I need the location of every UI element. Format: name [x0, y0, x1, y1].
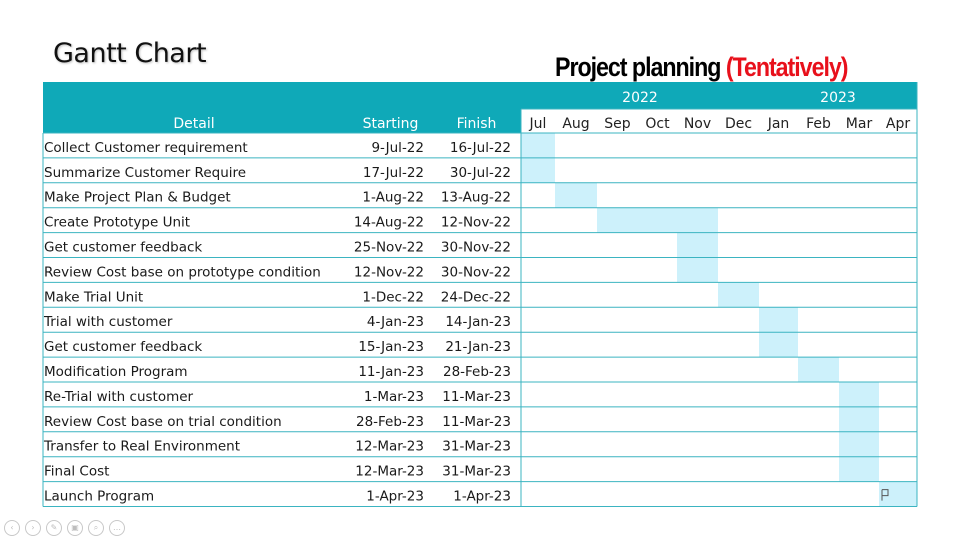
task-finish: 30-Nov-22 — [441, 240, 511, 256]
more-icon[interactable]: … — [109, 520, 125, 536]
gantt-bar-mar — [839, 406, 879, 432]
task-finish: 31-Mar-23 — [442, 439, 511, 455]
gantt-bar-jan — [759, 307, 798, 333]
gantt-bar-sep — [597, 207, 638, 233]
finish-header: Finish — [457, 116, 497, 132]
task-finish: 30-Jul-22 — [450, 165, 511, 181]
year-label: 2023 — [820, 90, 856, 106]
task-start: 1-Mar-23 — [364, 389, 424, 405]
slide-title: Gantt Chart — [53, 38, 207, 69]
task-detail: Review Cost base on prototype condition — [44, 264, 321, 280]
task-detail: Make Project Plan & Budget — [44, 190, 231, 206]
task-detail: Transfer to Real Environment — [43, 439, 240, 455]
task-start: 17-Jul-22 — [363, 165, 424, 181]
task-detail: Re-Trial with customer — [44, 389, 194, 405]
month-label-jan: Jan — [767, 116, 790, 132]
task-detail: Get customer feedback — [44, 339, 202, 355]
starting-header: Starting — [363, 116, 419, 132]
milestone-flag-icon — [881, 489, 889, 501]
task-start: 12-Mar-23 — [355, 439, 424, 455]
task-finish: 12-Nov-22 — [441, 215, 511, 231]
gantt-bar-nov — [677, 257, 718, 283]
task-detail: Collect Customer requirement — [44, 140, 248, 156]
task-detail: Review Cost base on trial condition — [44, 414, 282, 430]
month-label-jul: Jul — [529, 116, 547, 132]
task-finish: 11-Mar-23 — [442, 389, 511, 405]
slide-nav-bar: ‹ › ✎ ▣ ⌕ … — [4, 520, 125, 536]
gantt-bar-mar — [839, 431, 879, 457]
task-finish: 11-Mar-23 — [442, 414, 511, 430]
task-finish: 16-Jul-22 — [450, 140, 511, 156]
slides-icon[interactable]: ▣ — [67, 520, 83, 536]
header-band-year — [521, 82, 917, 109]
task-detail: Final Cost — [44, 464, 109, 480]
task-finish: 13-Aug-22 — [441, 190, 511, 206]
month-label-oct: Oct — [645, 116, 670, 132]
task-finish: 24-Dec-22 — [441, 289, 511, 305]
task-start: 1-Dec-22 — [362, 289, 424, 305]
headline-accent: (Tentatively) — [725, 52, 849, 82]
task-start: 12-Mar-23 — [355, 464, 424, 480]
task-start: 1-Aug-22 — [362, 190, 424, 206]
month-label-nov: Nov — [684, 116, 711, 132]
task-detail: Launch Program — [44, 489, 154, 505]
month-label-apr: Apr — [886, 116, 910, 132]
month-label-mar: Mar — [846, 116, 873, 132]
task-start: 25-Nov-22 — [354, 240, 424, 256]
month-label-dec: Dec — [725, 116, 752, 132]
task-detail: Make Trial Unit — [44, 289, 143, 305]
gantt-bar-mar — [839, 382, 879, 407]
task-detail: Modification Program — [44, 364, 188, 380]
gantt-bar-nov — [677, 232, 718, 258]
task-start: 14-Aug-22 — [354, 215, 424, 231]
prev-icon[interactable]: ‹ — [4, 520, 20, 536]
task-start: 12-Nov-22 — [354, 264, 424, 280]
task-detail: Trial with customer — [43, 314, 173, 330]
gantt-bar-jul — [521, 157, 555, 183]
gantt-bar-jul — [521, 133, 555, 158]
task-finish: 28-Feb-23 — [443, 364, 511, 380]
task-detail: Get customer feedback — [44, 240, 202, 256]
task-finish: 14-Jan-23 — [445, 314, 511, 330]
gantt-bar-aug — [555, 182, 597, 208]
task-finish: 21-Jan-23 — [445, 339, 511, 355]
task-detail: Create Prototype Unit — [44, 215, 190, 231]
month-label-sep: Sep — [604, 116, 631, 132]
next-icon[interactable]: › — [25, 520, 41, 536]
task-finish: 31-Mar-23 — [442, 464, 511, 480]
task-finish: 1-Apr-23 — [453, 489, 511, 505]
task-start: 28-Feb-23 — [356, 414, 424, 430]
headline-main: Project planning — [555, 52, 726, 82]
task-start: 1-Apr-23 — [366, 489, 424, 505]
pen-icon[interactable]: ✎ — [46, 520, 62, 536]
gantt-bar-jan — [759, 332, 798, 358]
month-label-aug: Aug — [562, 116, 589, 132]
headline: Project planning (Tentatively) — [555, 52, 849, 83]
gantt-bar-mar — [839, 456, 879, 482]
detail-header: Detail — [173, 116, 214, 132]
task-detail: Summarize Customer Require — [44, 165, 246, 181]
zoom-icon[interactable]: ⌕ — [88, 520, 104, 536]
gantt-bar-oct — [638, 207, 677, 233]
task-start: 15-Jan-23 — [358, 339, 424, 355]
task-start: 4-Jan-23 — [367, 314, 424, 330]
gantt-bar-nov — [677, 207, 718, 233]
task-finish: 30-Nov-22 — [441, 264, 511, 280]
year-label: 2022 — [622, 90, 658, 106]
task-start: 11-Jan-23 — [358, 364, 424, 380]
month-label-feb: Feb — [806, 116, 831, 132]
header-band-left — [43, 82, 521, 133]
gantt-bar-apr — [879, 481, 917, 507]
gantt-bar-dec — [718, 282, 759, 308]
gantt-bar-feb — [798, 357, 839, 382]
task-start: 9-Jul-22 — [371, 140, 424, 156]
